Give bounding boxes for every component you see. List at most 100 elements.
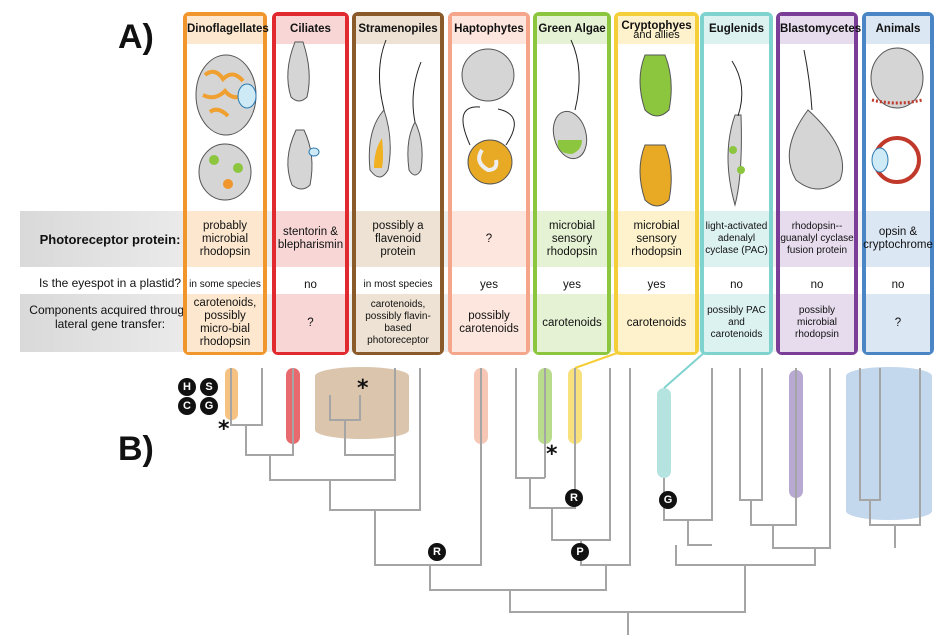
marker-s: S [200,378,218,396]
row-label-lgt: Components acquired through lateral gene… [29,303,191,331]
cell-plastid: yes [480,278,498,291]
ciliate-cell-2 [287,129,313,190]
euglenid-cell [727,114,742,207]
column-title: Cryptophyes and allies [618,16,695,44]
green-alga-chloroplast [557,140,582,154]
column-title-text: Green Algae [538,23,606,35]
animal-larva [870,47,924,109]
tree-branch [687,520,712,546]
haptophyte-nucleus [477,148,499,173]
animal-eyespot-band [871,98,923,105]
marker-r-green: R [565,489,583,507]
connector-crypto [574,351,621,369]
marker-p: P [571,543,589,561]
cell-photo: light-activated adenalyl cyclase (PAC) [704,211,769,267]
column-title: Ciliates [276,16,345,44]
cryptophyte-cell [639,54,672,117]
cell-plastid: yes [563,278,581,291]
ciliate-cell [287,41,310,102]
row-label-photoreceptor: Photoreceptor protein: [39,232,181,247]
dinoflagellate-plastid-2 [209,155,219,165]
panel-b-label: B) [118,430,154,468]
ciliate-eyespot [308,147,320,157]
cell-plastid: no [891,278,905,291]
tree-branch [329,480,421,511]
column-title-text: Euglenids [709,23,764,35]
cell-lgt: carotenoids [537,294,607,352]
column-title-text: Ciliates [290,23,331,35]
marker-g-euglenid: G [659,491,677,509]
dinoflagellate-eyespot [237,83,257,109]
cell-photo: microbial sensory rhodopsin [618,211,695,267]
cell-lgt: possibly PAC and carotenoids [704,294,769,352]
stramenopile-plastid [374,138,383,168]
tree-branch [739,368,763,501]
tree-branch [509,590,746,613]
green-alga-cell [552,110,588,160]
column-title: Dinoflagellates [187,16,269,44]
cell-lgt: ? [866,294,930,352]
tree-branch [344,368,396,456]
marker-r-root: R [428,543,446,561]
column-green-algae: Green Algae microbial sensory rhodopsin ye… [533,12,611,355]
tree-branch [580,368,631,566]
stramenopile-cell-2 [407,120,423,176]
cell-photo: stentorin & blepharismin [276,211,345,267]
column-title: Euglenids [704,16,769,44]
stramenopile-flagella [378,39,422,123]
dinoflagellate-cell-2 [198,143,252,201]
haptophyte-flagella [462,106,515,146]
animal-eye-lens [871,147,889,173]
haptophyte-cell [467,139,513,185]
euglenid-flagellum [731,60,743,117]
cell-lgt: carotenoids, possibly micro-bial rhodops… [187,294,263,352]
connector-euglenid [663,351,706,389]
green-alga-flagellum [570,39,580,111]
cell-plastid: no [810,278,824,291]
cell-lgt: possibly carotenoids [452,294,526,352]
cell-photo: opsin & cryptochrome [863,211,933,267]
clade-bar-euglenids [657,388,671,478]
cell-photo: rhodopsin--guanalyl cyclase fusion prote… [780,211,854,267]
cell-lgt: possibly microbial rhodopsin [780,294,854,352]
cell-photo: microbial sensory rhodopsin [537,211,607,267]
star-dino: * [218,417,230,442]
cell-photo: possibly a flavenoid protein [356,211,440,267]
cell-lgt: carotenoids [618,294,695,352]
dinoflagellate-plastid-3 [233,163,243,173]
cell-plastid: no [730,278,743,291]
column-stramenopiles: Stramenopiles possibly a flavenoid protei… [352,12,444,355]
euglenid-chloroplast [729,146,737,154]
column-title-text: Animals [875,23,921,35]
dinoflagellate-eyespot-2 [223,179,233,189]
tree-branch [515,368,545,479]
star-green: * [546,442,558,467]
haptophyte-coccosphere [461,48,515,102]
column-title: Stramenopiles [356,16,440,44]
cell-plastid: in some species [189,279,261,290]
tree-branch [245,368,294,456]
marker-c: C [178,397,196,415]
column-title-text: Dinoflagellates [187,23,269,35]
column-title-text: Stramenopiles [358,23,438,35]
clade-cylinder-animals [846,367,932,520]
blastomycete-zoospore [788,109,844,190]
euglenid-chloroplast-2 [737,166,745,174]
tree-branch [269,455,396,481]
row-label-eyespot: Is the eyespot in a plastid? [38,276,182,290]
cell-photo: probably microbial rhodopsin [187,211,263,267]
panel-a-label: A) [118,18,154,56]
cell-photo: ? [452,211,526,267]
marker-h: H [178,378,196,396]
tree-branch [374,510,482,566]
cell-plastid: yes [647,278,666,291]
column-title: Green Algae [537,16,607,44]
column-title: Haptophytes [452,16,526,44]
column-title-text: Haptophytes [454,23,524,35]
column-title-text: Blastomycetes [780,23,862,35]
column-subtitle: and allies [633,29,680,41]
column-title: Animals [866,16,930,44]
column-title-text: Cryptophyes [621,20,692,32]
column-title: Blastomycetes [780,16,861,44]
